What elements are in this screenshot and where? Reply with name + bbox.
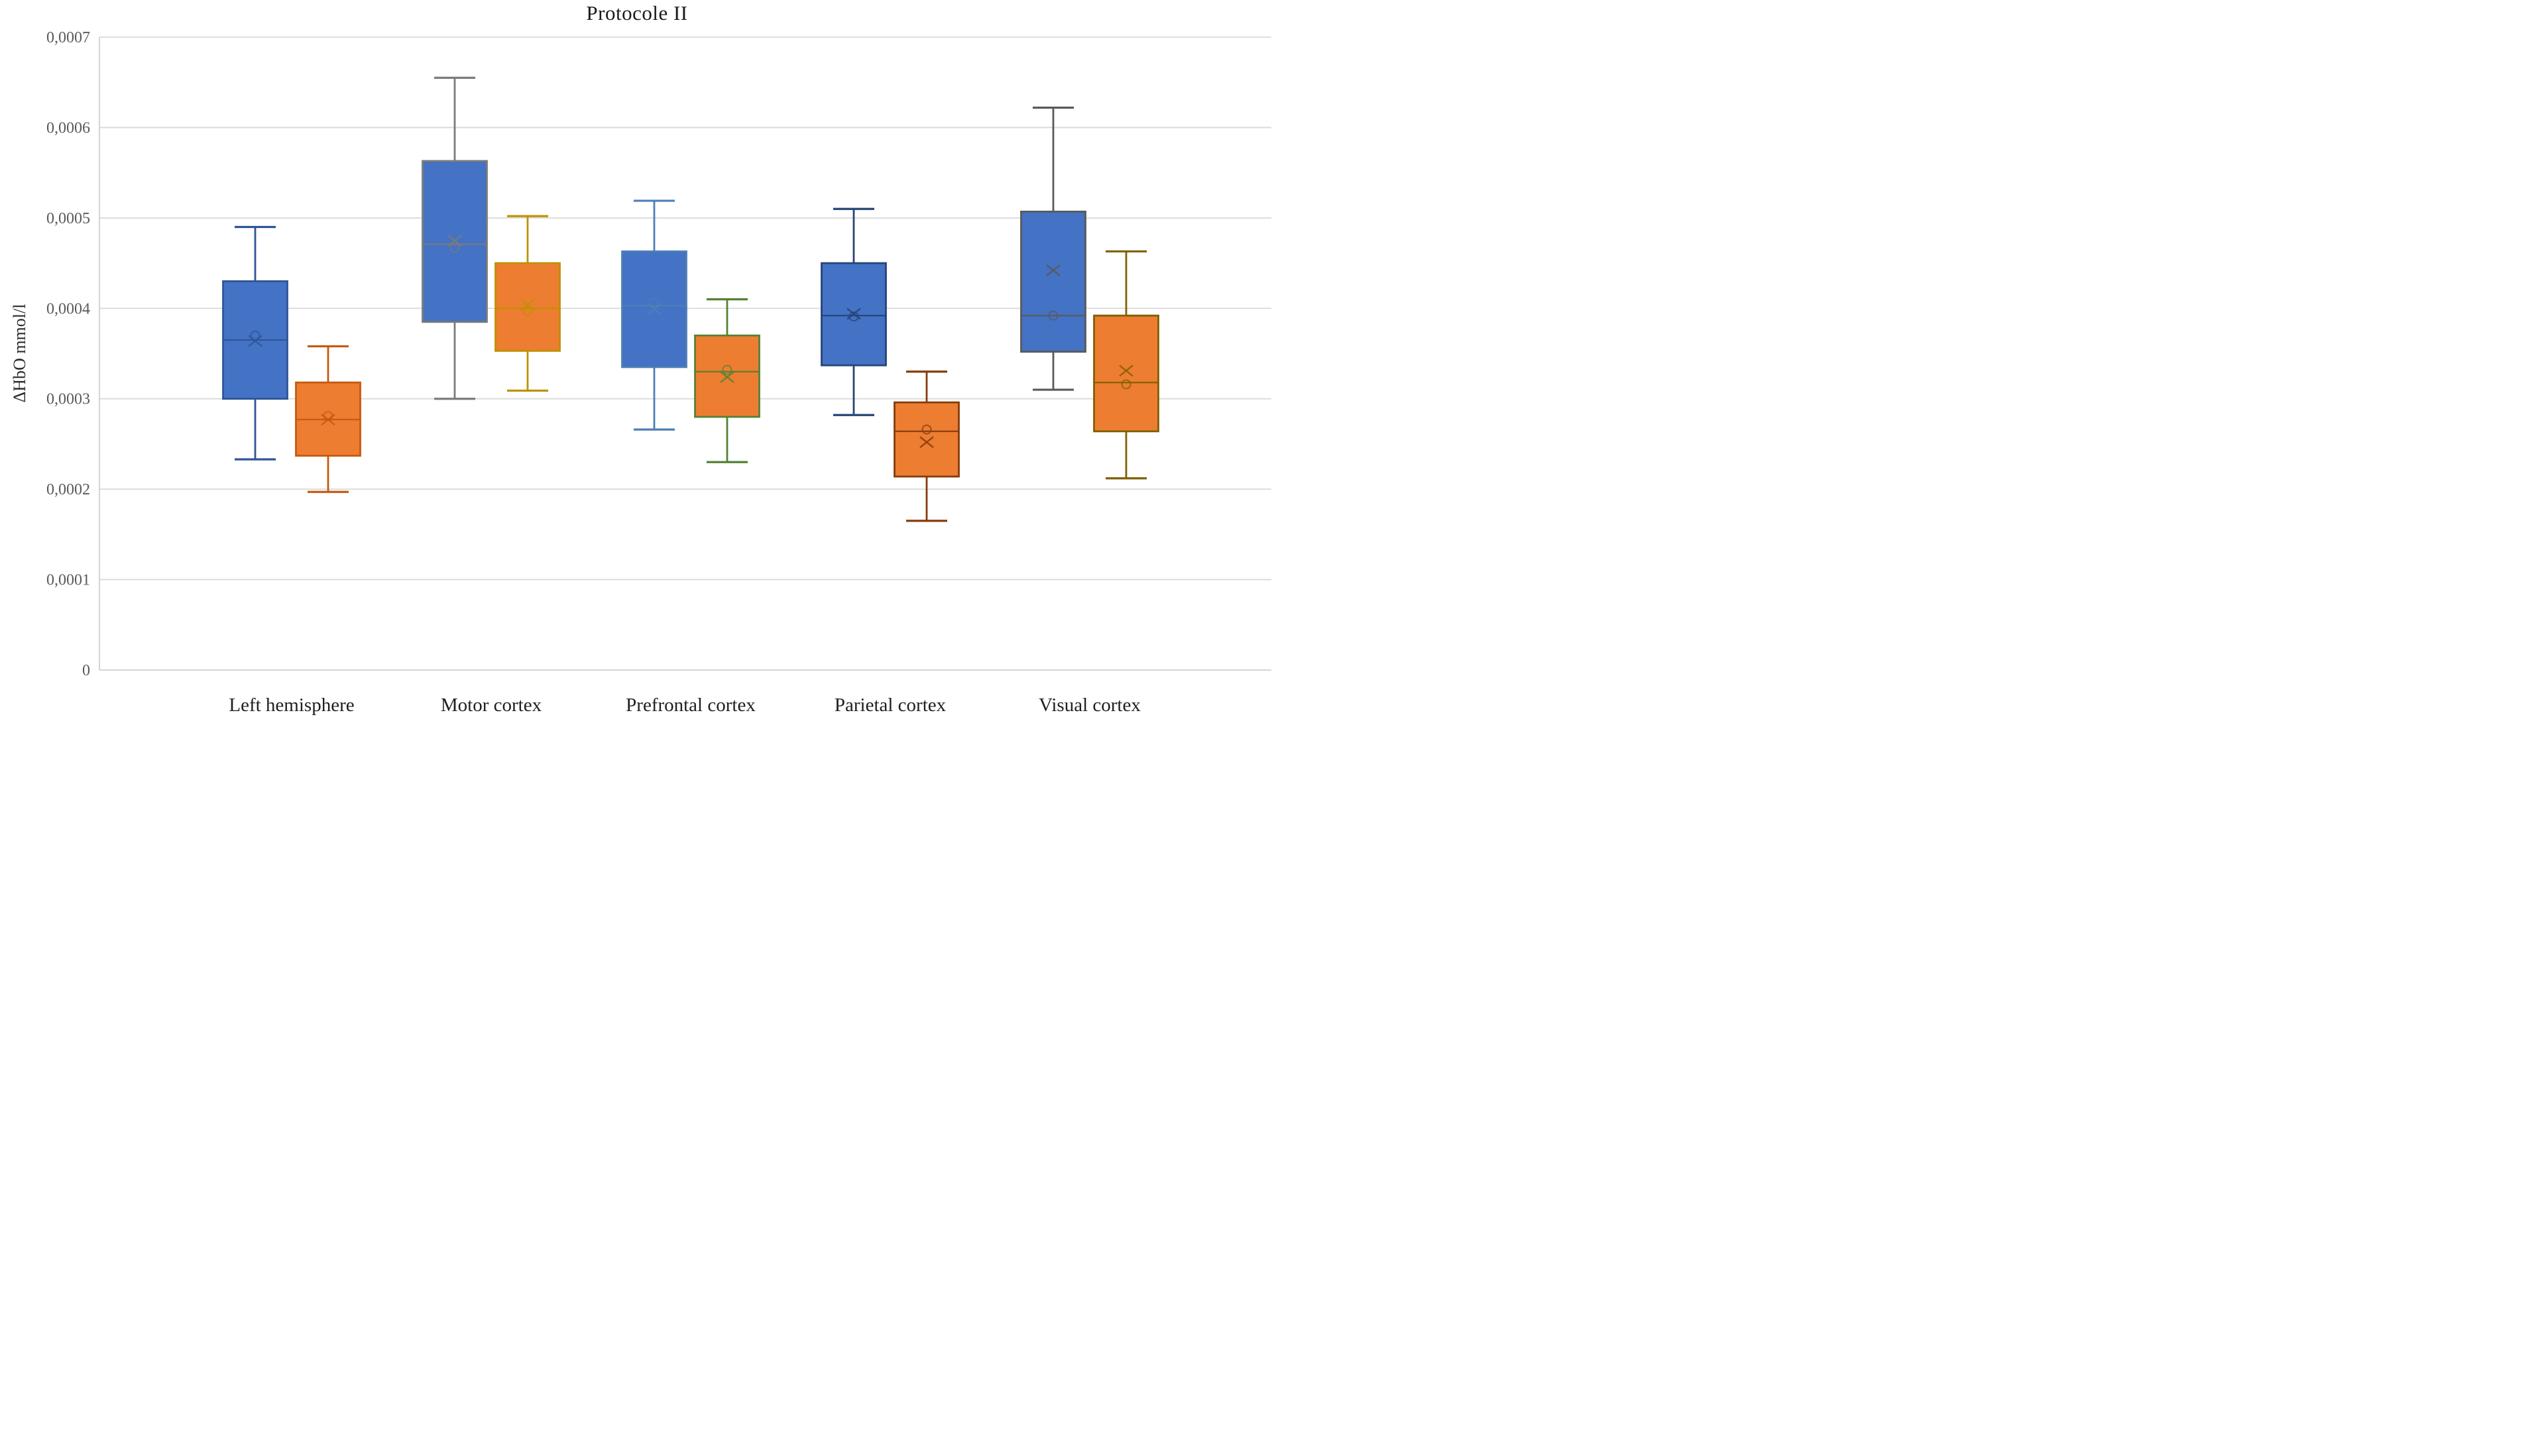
dot-marker [1121,379,1131,390]
dot-marker [722,364,732,375]
x-category-label: Prefrontal cortex [626,695,756,716]
boxplot-chart: Protocole II ΔHbO mmol/l 0 0,0001 0,0002 0,… [0,0,1274,728]
dot-marker [1048,310,1059,321]
y-tick-label: 0,0004 [46,300,90,317]
dot-marker [522,306,533,316]
y-tick-label: 0 [82,662,90,679]
y-tick-label: 0,0001 [46,572,90,589]
mean-marker-x2 [647,303,662,315]
mean-marker-x2 [846,308,861,320]
mean-marker-x2 [520,298,535,311]
plot-area: 0 0,0001 0,0002 0,0003 0,0004 0,0005 0,0006 0,0… [46,29,1271,716]
mean-marker-x2 [720,370,734,383]
mean-marker-x2 [919,436,934,449]
box-series-orange-2 [694,334,760,418]
mean-marker-x2 [1046,264,1061,277]
y-tick-label: 0,0006 [46,119,90,137]
y-tick-label: 0,0003 [46,391,90,408]
x-category-label: Parietal cortex [835,695,947,716]
dot-marker [250,330,261,341]
dot-marker [921,424,932,435]
y-tick-label: 0,0007 [46,29,90,46]
box-series-orange-4 [1093,314,1159,433]
chart-title: Protocole II [586,1,688,25]
mean-marker-x2 [321,414,335,426]
mean-marker-x2 [447,234,462,247]
dot-marker [649,298,660,308]
x-category-label: Visual cortex [1039,695,1141,716]
y-tick-label: 0,0005 [46,210,90,227]
x-category-label: Left hemisphere [229,695,354,716]
y-tick-label: 0,0002 [46,481,90,498]
mean-marker-x2 [1119,364,1133,377]
box-series-orange-3 [894,401,960,478]
x-category-label: Motor cortex [441,695,542,716]
dot-marker [449,243,460,253]
mean-marker-x2 [248,335,262,347]
box-series-blue-4 [1020,210,1086,353]
